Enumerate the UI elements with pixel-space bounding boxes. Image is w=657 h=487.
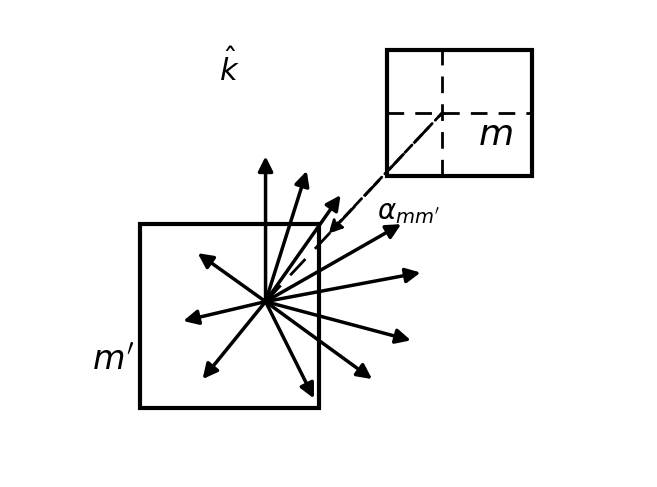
Text: $\alpha_{mm'}$: $\alpha_{mm'}$ bbox=[377, 199, 440, 225]
Text: $m$: $m$ bbox=[478, 117, 513, 151]
Bar bbox=[140, 224, 319, 408]
Bar bbox=[386, 50, 532, 176]
Text: $m'$: $m'$ bbox=[92, 343, 134, 376]
Text: $\hat{k}$: $\hat{k}$ bbox=[219, 50, 240, 88]
